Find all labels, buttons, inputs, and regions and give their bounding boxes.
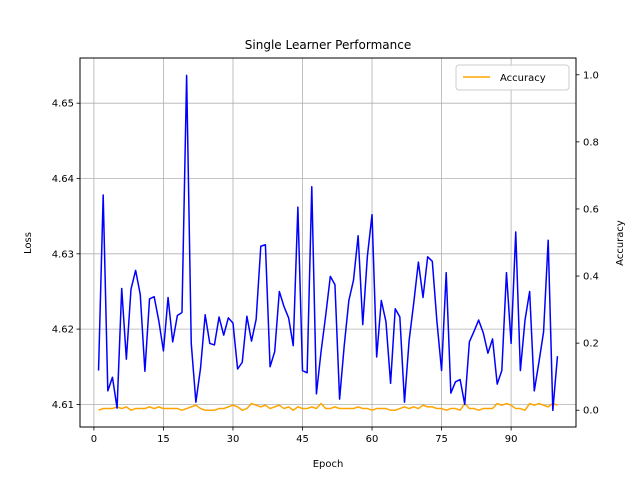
y-tick-label-right: 0.0: [583, 406, 599, 417]
y-tick-label-right: 0.4: [583, 272, 599, 283]
y-tick-label-right: 0.6: [583, 204, 599, 215]
x-tick-label: 45: [296, 434, 309, 445]
y-tick-label-left: 4.65: [52, 99, 74, 110]
y-tick-label-left: 4.63: [52, 249, 74, 260]
series-line-accuracy: [98, 402, 558, 411]
y-tick-label-left: 4.64: [52, 174, 74, 185]
x-tick-label: 60: [366, 434, 379, 445]
y-tick-label-right: 0.2: [583, 339, 599, 350]
legend-entry-accuracy: Accuracy: [500, 73, 546, 84]
y-axis-label-left: Loss: [23, 232, 34, 254]
chart-title: Single Learner Performance: [245, 38, 411, 52]
y-tick-label-right: 1.0: [583, 70, 599, 81]
plot-frame: [79, 57, 577, 428]
y-tick-label-left: 4.61: [52, 400, 74, 411]
x-tick-label: 30: [227, 434, 240, 445]
x-axis-label: Epoch: [313, 459, 344, 470]
ticks: 0 15 30 45 60 75 90 4.61 4.62 4.63 4.64 4.65 0.0 0.2 0…: [52, 70, 599, 445]
series-line-loss: [97, 74, 559, 412]
legend-box: [455, 64, 570, 91]
x-tick-label: 90: [505, 434, 518, 445]
grid: [80, 58, 576, 427]
y-axis-label-right: Accuracy: [615, 220, 626, 266]
legend: Accuracy: [455, 64, 570, 91]
x-tick-label: 15: [157, 434, 170, 445]
series-layer: [97, 74, 559, 412]
x-tick-label: 75: [435, 434, 448, 445]
x-tick-label: 0: [91, 434, 97, 445]
y-tick-label-right: 0.8: [583, 137, 599, 148]
y-tick-label-left: 4.62: [52, 325, 74, 336]
